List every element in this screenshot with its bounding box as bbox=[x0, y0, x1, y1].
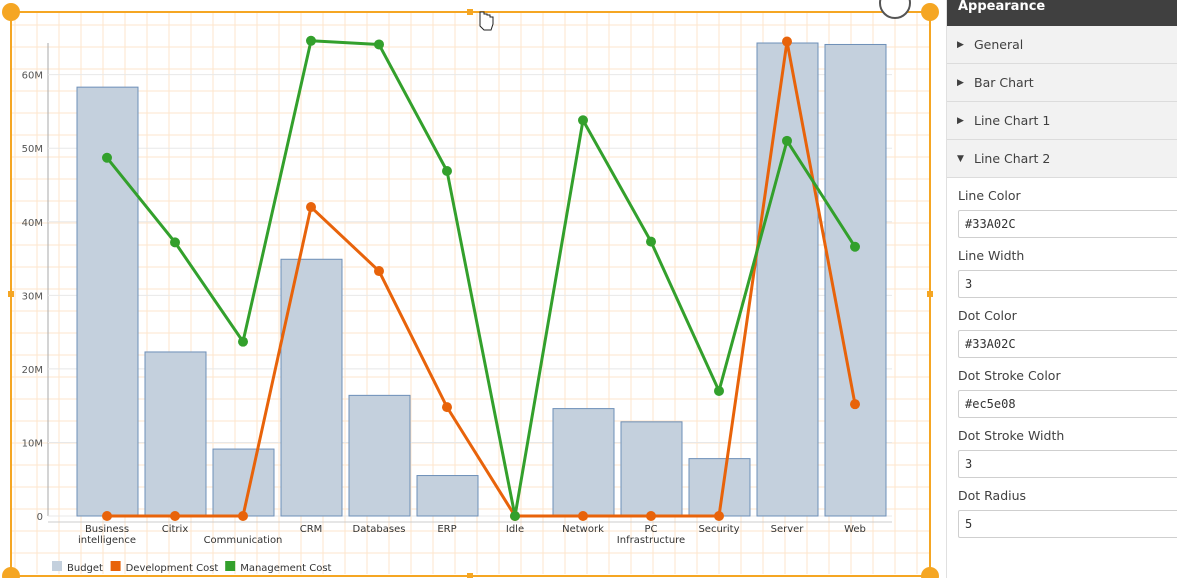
series-line-management-cost bbox=[105, 39, 857, 518]
property-input-dot-radius[interactable]: 5 bbox=[958, 510, 1177, 538]
section-label: Line Chart 1 bbox=[974, 113, 1051, 128]
section-general[interactable]: ▶ General bbox=[947, 26, 1177, 64]
point-management-cost[interactable] bbox=[714, 385, 724, 396]
legend-label: Budget bbox=[67, 563, 103, 574]
point-management-cost[interactable] bbox=[850, 241, 860, 252]
point-development-cost[interactable] bbox=[170, 511, 180, 521]
series-line-development-cost bbox=[107, 40, 857, 518]
property-input-dot-stroke-color[interactable]: #ec5e08 bbox=[958, 390, 1177, 418]
point-development-cost[interactable] bbox=[646, 511, 656, 521]
point-development-cost[interactable] bbox=[238, 511, 248, 521]
legend-swatch bbox=[110, 561, 121, 571]
chart-canvas[interactable]: 0 10M 20M 30M 40M 50M 60M Business intelligence C… bbox=[0, 0, 940, 582]
resize-handle[interactable] bbox=[927, 291, 933, 297]
y-tick-label: 0 bbox=[37, 512, 43, 523]
resize-handle[interactable] bbox=[467, 573, 473, 579]
bar-budget[interactable] bbox=[552, 408, 615, 517]
property-input-dot-stroke-width[interactable]: 3 bbox=[958, 450, 1177, 478]
point-management-cost[interactable] bbox=[170, 237, 180, 248]
bar-budget[interactable] bbox=[76, 86, 139, 517]
point-management-cost[interactable] bbox=[510, 511, 520, 521]
property-label: Dot Stroke Color bbox=[958, 368, 1061, 383]
caret-right-icon: ▶ bbox=[957, 115, 964, 126]
x-tick-label: Infrastructure bbox=[617, 535, 685, 546]
x-tick-label: PC bbox=[644, 524, 657, 535]
point-management-cost[interactable] bbox=[374, 39, 384, 50]
point-development-cost[interactable] bbox=[374, 266, 384, 277]
section-label: Bar Chart bbox=[974, 75, 1034, 90]
point-management-cost[interactable] bbox=[238, 336, 248, 347]
caret-right-icon: ▶ bbox=[957, 77, 964, 88]
point-development-cost[interactable] bbox=[578, 511, 588, 521]
resize-corner-icon[interactable] bbox=[2, 567, 20, 582]
x-tick-label: Server bbox=[771, 524, 805, 535]
resize-corner-icon[interactable] bbox=[2, 3, 20, 21]
point-development-cost[interactable] bbox=[102, 511, 112, 521]
x-tick-label: CRM bbox=[300, 524, 323, 535]
x-tick-label: Citrix bbox=[162, 524, 189, 535]
x-tick-label: Communication bbox=[204, 535, 283, 546]
property-label: Line Color bbox=[958, 188, 1021, 203]
y-tick-label: 30M bbox=[22, 291, 43, 302]
legend-label: Management Cost bbox=[240, 563, 331, 574]
resize-corner-icon[interactable] bbox=[921, 567, 939, 582]
legend-label: Development Cost bbox=[126, 563, 219, 574]
bar-budget[interactable] bbox=[824, 43, 887, 517]
point-management-cost[interactable] bbox=[578, 115, 588, 126]
point-management-cost[interactable] bbox=[646, 236, 656, 247]
section-label: General bbox=[974, 37, 1024, 52]
point-development-cost[interactable] bbox=[306, 202, 316, 213]
y-tick-label: 40M bbox=[22, 218, 43, 229]
property-input-dot-color[interactable]: #33A02C bbox=[958, 330, 1177, 358]
x-tick-label: Security bbox=[698, 524, 739, 535]
caret-right-icon: ▶ bbox=[957, 39, 964, 50]
point-management-cost[interactable] bbox=[442, 165, 452, 176]
bar-budget[interactable] bbox=[212, 448, 275, 517]
property-label: Line Width bbox=[958, 248, 1025, 263]
bar-budget[interactable] bbox=[620, 421, 683, 517]
x-tick-label: Databases bbox=[353, 524, 406, 535]
point-development-cost[interactable] bbox=[782, 36, 792, 47]
y-tick-label: 60M bbox=[22, 71, 43, 82]
property-input-line-width[interactable]: 3 bbox=[958, 270, 1177, 298]
caret-down-icon: ▼ bbox=[957, 153, 964, 164]
y-tick-label: 20M bbox=[22, 365, 43, 376]
x-tick-label: Idle bbox=[506, 524, 524, 535]
section-line-chart-1[interactable]: ▶ Line Chart 1 bbox=[947, 102, 1177, 140]
bar-budget[interactable] bbox=[144, 351, 207, 517]
panel-title: Appearance bbox=[947, 0, 1177, 26]
x-tick-label: intelligence bbox=[78, 535, 136, 546]
y-tick-label: 50M bbox=[22, 144, 43, 155]
legend-swatch bbox=[225, 561, 236, 571]
bar-budget[interactable] bbox=[348, 394, 411, 517]
point-management-cost[interactable] bbox=[306, 35, 316, 46]
y-tick-label: 10M bbox=[22, 438, 43, 449]
x-tick-label: Web bbox=[844, 524, 866, 535]
resize-handle[interactable] bbox=[467, 9, 473, 15]
point-development-cost[interactable] bbox=[442, 402, 452, 413]
section-bar-chart[interactable]: ▶ Bar Chart bbox=[947, 64, 1177, 102]
legend-swatch bbox=[52, 561, 62, 571]
resize-handle[interactable] bbox=[8, 291, 14, 297]
properties-panel: Appearance ▶ General ▶ Bar Chart ▶ Line Chart… bbox=[946, 0, 1177, 578]
point-development-cost[interactable] bbox=[850, 399, 860, 410]
property-label: Dot Stroke Width bbox=[958, 428, 1065, 443]
point-development-cost[interactable] bbox=[714, 511, 724, 521]
exit-edit-icon[interactable] bbox=[879, 0, 911, 19]
section-label: Line Chart 2 bbox=[974, 151, 1051, 166]
section-line-chart-2[interactable]: ▼ Line Chart 2 bbox=[947, 140, 1177, 178]
property-label: Dot Color bbox=[958, 308, 1017, 323]
bar-budget[interactable] bbox=[416, 475, 479, 517]
bar-budget[interactable] bbox=[756, 42, 819, 517]
resize-corner-icon[interactable] bbox=[921, 3, 939, 21]
x-tick-label: Network bbox=[562, 524, 604, 535]
x-tick-label: ERP bbox=[437, 524, 456, 535]
x-tick-label: Business bbox=[85, 524, 129, 535]
hand-cursor-icon bbox=[479, 11, 494, 31]
point-management-cost[interactable] bbox=[782, 135, 792, 146]
point-management-cost[interactable] bbox=[102, 152, 112, 163]
property-input-line-color[interactable]: #33A02C bbox=[958, 210, 1177, 238]
property-label: Dot Radius bbox=[958, 488, 1027, 503]
